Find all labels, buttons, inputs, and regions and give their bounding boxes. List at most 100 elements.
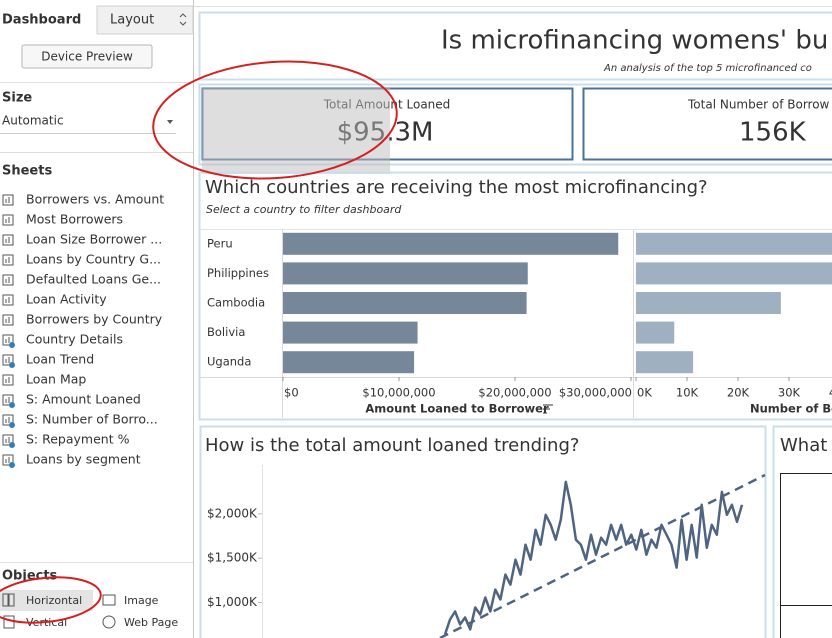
title-container — [198, 11, 832, 81]
sheet-icon — [2, 334, 14, 346]
bar[interactable] — [636, 262, 832, 285]
sheet-item[interactable]: S: Repayment % — [26, 432, 130, 447]
category-label[interactable]: Uganda — [207, 355, 251, 369]
x-tick-label: $10,000,000 — [362, 386, 435, 400]
sheet-icon — [2, 354, 14, 366]
x-tick-label: 20K — [727, 386, 750, 400]
sheet-item[interactable]: S: Amount Loaned — [26, 392, 141, 407]
size-dropdown[interactable]: Automatic — [2, 114, 64, 128]
bar[interactable] — [283, 232, 619, 255]
dashboard-title: Is microfinancing womens' bu — [441, 26, 828, 56]
object-item[interactable]: Web Page — [124, 616, 178, 629]
sheet-item[interactable]: Loan Map — [26, 372, 86, 387]
x-tick-label: 30K — [778, 386, 801, 400]
sheet-icon — [2, 374, 14, 386]
sheet-item[interactable]: Loan Activity — [26, 292, 107, 307]
tab[interactable]: Layout — [110, 13, 154, 28]
icon — [102, 594, 116, 606]
sheet-item[interactable]: Borrowers by Country — [26, 312, 163, 327]
x-tick-label: 40K — [829, 386, 832, 400]
sheet-item[interactable]: S: Number of Borro... — [26, 412, 158, 427]
x-tick-label: $0 — [284, 386, 299, 400]
annotation-ellipse — [152, 60, 398, 180]
sheet-item[interactable]: Loans by Country G... — [26, 252, 161, 267]
kpi-label: Total Number of Borrow — [687, 98, 830, 112]
sheet-item[interactable]: Borrowers vs. Amount — [26, 192, 164, 207]
sheet-icon — [2, 274, 14, 286]
dropdown-arrow[interactable] — [167, 120, 173, 124]
drag-overlay — [202, 88, 390, 174]
device-preview-button[interactable] — [21, 44, 153, 69]
sheet-icon — [2, 254, 14, 266]
sheet-icon — [2, 294, 14, 306]
bar[interactable] — [636, 321, 675, 344]
category-label[interactable]: Cambodia — [207, 296, 265, 310]
layout-tab[interactable] — [96, 5, 194, 35]
placeholder-box — [780, 473, 832, 638]
x-tick-label: $20,000,000 — [478, 386, 551, 400]
tab-arrows — [179, 13, 187, 26]
bar[interactable] — [283, 262, 528, 285]
bar[interactable] — [636, 292, 781, 314]
category-label[interactable]: Philippines — [207, 266, 269, 280]
section-label: Sheets — [2, 164, 52, 179]
y-tick-label: $1,000K — [207, 595, 258, 609]
sheet-icon — [2, 454, 14, 466]
bar[interactable] — [636, 232, 832, 255]
sheet-icon — [2, 214, 14, 226]
section-title: Which countries are receiving the most m… — [205, 177, 708, 198]
category-label[interactable]: Bolivia — [207, 325, 245, 339]
section-title: How is the total amount loaned trending? — [205, 435, 579, 456]
annotation-ellipse — [0, 576, 102, 624]
icon — [2, 593, 9, 607]
sheet-icon — [2, 234, 14, 246]
sheet-list: Borrowers vs. Amount Most Borrowers Loan S… — [2, 192, 164, 468]
sheet-badge — [9, 462, 15, 468]
kpi-container — [198, 83, 832, 166]
trend-line-series[interactable] — [443, 480, 744, 635]
sheet-item[interactable]: Loans by segment — [26, 452, 141, 467]
x-tick-label: 10K — [676, 386, 699, 400]
y-tick-label: $1,500K — [207, 551, 258, 565]
sheet-item[interactable]: Loan Trend — [26, 352, 94, 367]
trend-line — [439, 473, 766, 638]
tab[interactable]: Dashboard — [2, 13, 81, 28]
bar[interactable] — [283, 292, 527, 314]
kpi-card[interactable] — [582, 87, 832, 161]
sheet-badge — [9, 422, 15, 428]
object-highlight — [0, 590, 93, 611]
sheet-item[interactable]: Defaulted Loans Ge... — [26, 272, 161, 287]
sheet-item[interactable]: Country Details — [26, 332, 123, 347]
bar[interactable] — [636, 351, 694, 374]
sheet-item[interactable]: Loan Size Borrower ... — [26, 232, 162, 247]
section-subtitle: Select a country to filter dashboard — [206, 203, 402, 216]
third-container — [772, 425, 832, 638]
x-tick-label: $30,000,000 — [559, 386, 632, 400]
x-axis-title: Number of Bor — [750, 402, 832, 416]
icon — [8, 593, 15, 607]
object-item[interactable]: Image — [124, 594, 159, 607]
section-label: Objects — [2, 569, 58, 584]
sheet-icon — [2, 394, 14, 406]
sheet-badge — [9, 402, 15, 408]
section-title: What — [780, 435, 827, 456]
bar[interactable] — [283, 351, 415, 374]
sheet-icon — [2, 314, 14, 326]
sheet-icon — [2, 414, 14, 426]
sheet-icon — [2, 194, 14, 206]
bar[interactable] — [283, 321, 418, 344]
sheet-badge — [9, 442, 15, 448]
sheet-item[interactable]: Most Borrowers — [26, 212, 123, 227]
sheet-icon — [2, 434, 14, 446]
line-chart: $1,000K $1,500K $2,000K — [207, 480, 744, 635]
object-item[interactable]: Horizontal — [26, 594, 82, 607]
category-label[interactable]: Peru — [207, 236, 233, 250]
y-tick-label: $2,000K — [207, 506, 258, 520]
sheet-badge — [9, 342, 15, 348]
dashboard-subtitle: An analysis of the top 5 microfinanced c… — [603, 63, 812, 74]
sort-icon[interactable] — [543, 404, 553, 414]
button-label[interactable]: Device Preview — [41, 50, 133, 64]
trend-container — [199, 425, 767, 638]
